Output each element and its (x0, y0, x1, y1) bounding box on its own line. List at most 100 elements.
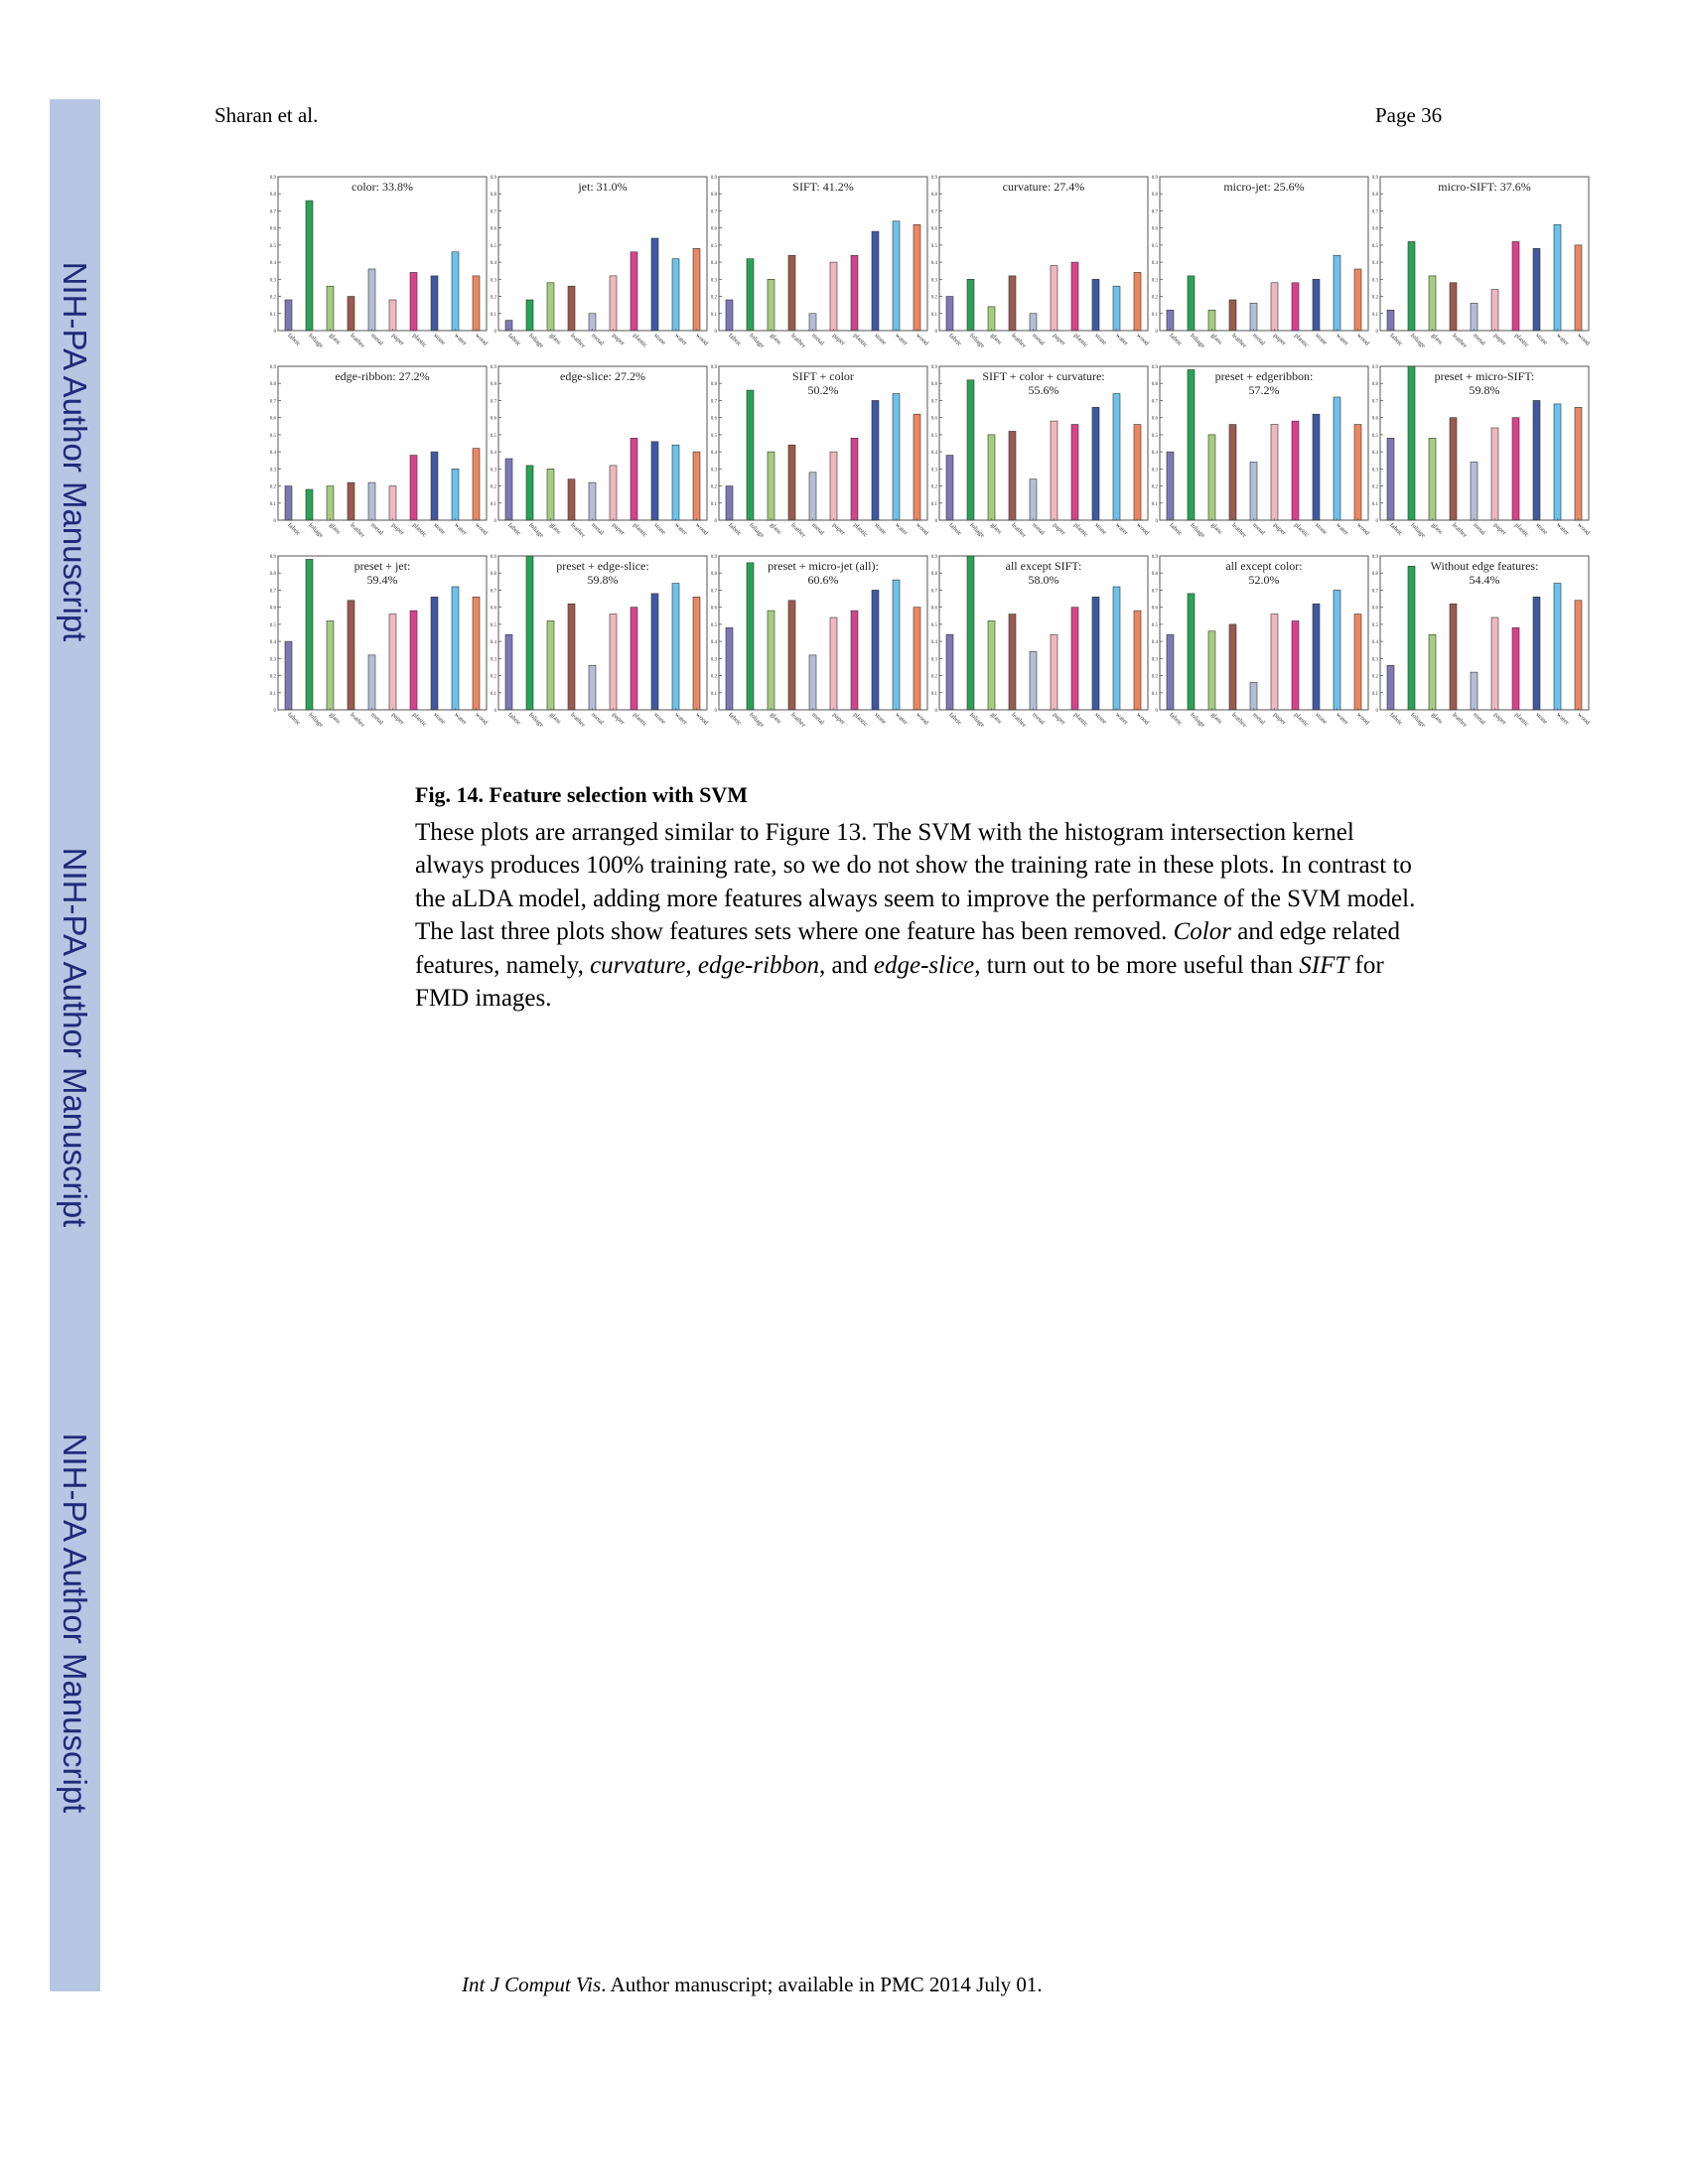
x-tick-label: glass (1209, 521, 1223, 535)
bar-plastic (1291, 420, 1300, 521)
bar-foliage (1187, 369, 1196, 521)
x-tick-label: foliage (307, 332, 325, 349)
y-tick-label: 0.9 (270, 176, 277, 181)
bar-wood (472, 275, 481, 332)
bar-leather (787, 600, 796, 711)
plot-frame (277, 555, 488, 711)
bar-metal (1249, 462, 1258, 521)
x-tick-label: foliage (1409, 711, 1427, 729)
x-tick-label: water (1335, 332, 1350, 347)
y-tick-label: 0.7 (491, 589, 497, 594)
bar-fabric (504, 633, 513, 711)
x-tick-label: paper (1492, 521, 1508, 537)
x-tick-label: stone (1093, 521, 1108, 536)
bar-stone (650, 441, 659, 521)
x-tick-label: leather (569, 332, 587, 349)
y-tick-label: 0.7 (1372, 209, 1379, 214)
y-tick-label: 0.2 (1372, 296, 1379, 301)
y-tick-label: 0.7 (1152, 399, 1159, 404)
x-tick-label: metal (1251, 521, 1266, 536)
y-tick-label: 0.6 (931, 227, 938, 232)
x-tick-label: foliage (307, 711, 325, 729)
bar-foliage (1407, 566, 1416, 711)
bar-foliage (746, 389, 755, 521)
x-tick-label: wood (1355, 521, 1371, 537)
bar-plastic (409, 272, 418, 332)
x-tick-label: wood (1576, 711, 1592, 727)
y-tick-label: 0.3 (1152, 278, 1159, 283)
bar-leather (1449, 417, 1458, 521)
y-tick-label: 0 (494, 709, 497, 714)
chart-title: 55.6% (1029, 383, 1059, 397)
x-tick-label: fabric (947, 332, 963, 347)
bar-stone (430, 451, 439, 521)
bar-paper (1270, 614, 1279, 711)
y-tick-label: 0.8 (1152, 572, 1159, 577)
y-tick-label: 0.2 (270, 675, 277, 680)
x-tick-label: water (894, 521, 910, 537)
y-tick-label: 0.4 (270, 451, 277, 456)
x-tick-label: metal (810, 711, 825, 726)
bar-water (1112, 285, 1121, 332)
bar-glass (767, 610, 775, 711)
bar-fabric (725, 299, 734, 332)
x-tick-label: fabric (1168, 332, 1184, 347)
x-tick-label: metal (810, 521, 825, 536)
x-tick-label: glass (989, 332, 1003, 345)
y-tick-label: 0.4 (1152, 261, 1159, 266)
x-tick-label: wood (474, 332, 490, 347)
y-tick-label: 0.4 (491, 640, 497, 645)
x-tick-label: stone (1314, 711, 1329, 726)
y-tick-label: 0.1 (931, 313, 938, 318)
bar-water (1553, 403, 1562, 521)
bar-fabric (1166, 451, 1175, 521)
y-tick-label: 0.8 (1372, 193, 1379, 198)
bar-water (1333, 254, 1341, 332)
y-tick-label: 0 (935, 330, 938, 335)
x-tick-label: water (673, 521, 689, 537)
chart-title: preset + micro-SIFT: (1435, 369, 1535, 383)
bar-foliage (305, 200, 314, 332)
x-tick-label: foliage (527, 332, 545, 349)
x-tick-label: paper (831, 521, 847, 537)
chart-panel: 0 0.1 0.2 0.3 0.4 0.5 0.6 0.7 0.8 0.9 fabric foliag… (1152, 555, 1371, 730)
bar-metal (1470, 303, 1478, 332)
x-tick-label: leather (349, 332, 366, 349)
y-tick-label: 0.3 (931, 278, 938, 283)
bar-wood (692, 597, 701, 711)
x-tick-label: stone (1093, 332, 1108, 346)
y-tick-label: 0.8 (270, 572, 277, 577)
x-tick-label: leather (1010, 521, 1028, 539)
bar-plastic (850, 610, 859, 711)
y-tick-label: 0.6 (1372, 417, 1379, 422)
y-tick-label: 0.8 (491, 193, 497, 198)
x-tick-label: fabric (1388, 332, 1404, 347)
y-tick-label: 0.8 (270, 193, 277, 198)
y-tick-label: 0.4 (491, 451, 497, 456)
bar-glass (767, 451, 775, 521)
x-tick-label: plastic (632, 332, 648, 348)
y-tick-label: 0.1 (711, 313, 718, 318)
x-tick-label: fabric (286, 332, 302, 347)
bar-glass (546, 282, 555, 332)
bar-metal (808, 313, 817, 332)
x-tick-label: plastic (632, 521, 648, 538)
caption-text-run: These plots are arranged similar to Figu… (415, 818, 1416, 946)
chart-panel: 0 0.1 0.2 0.3 0.4 0.5 0.6 0.7 0.8 0.9 fabric foliag… (270, 176, 490, 350)
y-tick-label: 0.7 (931, 209, 938, 214)
y-tick-label: 0.6 (931, 607, 938, 612)
plot-frame (938, 176, 1149, 332)
bar-paper (609, 614, 618, 711)
x-tick-label: leather (349, 711, 366, 729)
x-tick-label: glass (1430, 332, 1444, 345)
plot-frame (1159, 176, 1369, 332)
plot-frame (718, 176, 928, 332)
plot-frame (277, 176, 488, 332)
bar-leather (1228, 623, 1237, 711)
x-tick-label: foliage (748, 521, 766, 539)
y-tick-label: 0.2 (931, 675, 938, 680)
x-tick-label: paper (1272, 521, 1288, 537)
chart-panel: 0 0.1 0.2 0.3 0.4 0.5 0.6 0.7 0.8 0.9 fabric foliag… (931, 555, 1151, 730)
x-tick-label: water (1335, 521, 1350, 537)
bar-glass (1428, 633, 1437, 711)
